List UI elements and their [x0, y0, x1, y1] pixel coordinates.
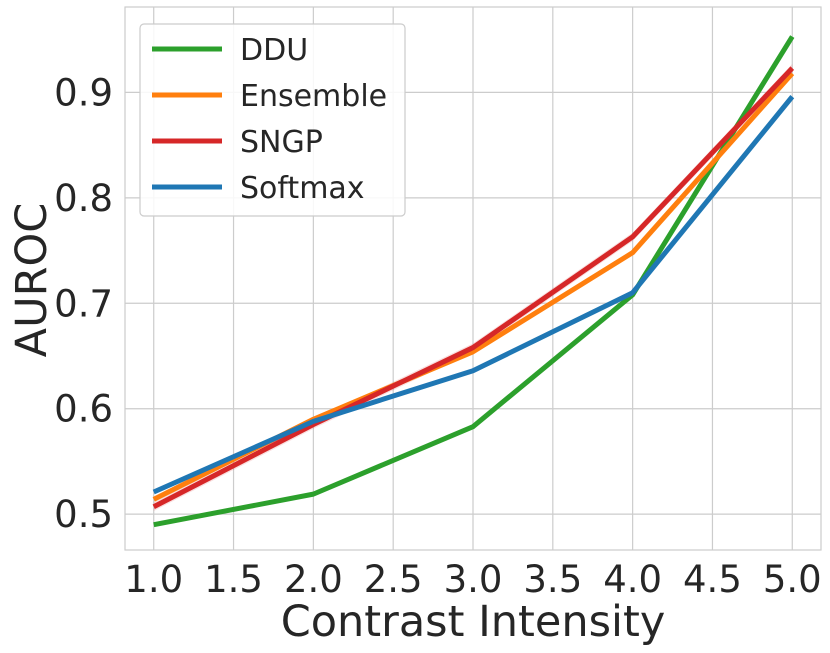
legend-label-softmax: Softmax — [240, 171, 365, 206]
y-tick-label: 0.6 — [54, 388, 113, 431]
y-tick-label: 0.5 — [54, 493, 113, 536]
y-tick-labels: 0.5 0.6 0.7 0.8 0.9 — [54, 71, 113, 536]
x-tick-label: 2.0 — [284, 558, 343, 601]
series-lines — [152, 35, 795, 528]
legend-box — [139, 23, 406, 217]
x-tick-label: 1.0 — [124, 558, 183, 601]
y-axis-label: AUROC — [7, 203, 57, 358]
y-tick-label: 0.7 — [54, 282, 113, 325]
x-tick-label: 2.5 — [364, 558, 423, 601]
plot-frame — [124, 6, 822, 551]
x-tick-label: 4.5 — [683, 558, 742, 601]
x-tick-labels: 1.0 1.5 2.0 2.5 3.0 3.5 4.0 4.5 5.0 — [124, 558, 821, 601]
y-tick-label: 0.9 — [54, 71, 113, 114]
x-tick-label: 3.0 — [444, 558, 503, 601]
legend: DDU Ensemble SNGP Softmax — [139, 23, 406, 217]
sngp-line — [152, 66, 795, 509]
x-tick-label: 5.0 — [763, 558, 822, 601]
legend-label-ensemble: Ensemble — [240, 79, 387, 114]
softmax-line — [152, 95, 795, 495]
x-axis-label: Contrast Intensity — [281, 597, 666, 647]
legend-label-sngp: SNGP — [240, 125, 323, 160]
ddu-line — [153, 35, 795, 528]
legend-label-ddu: DDU — [240, 33, 308, 68]
x-tick-label: 3.5 — [523, 558, 582, 601]
y-tick-label: 0.8 — [54, 177, 113, 220]
x-tick-label: 1.5 — [204, 558, 263, 601]
x-tick-label: 4.0 — [603, 558, 662, 601]
